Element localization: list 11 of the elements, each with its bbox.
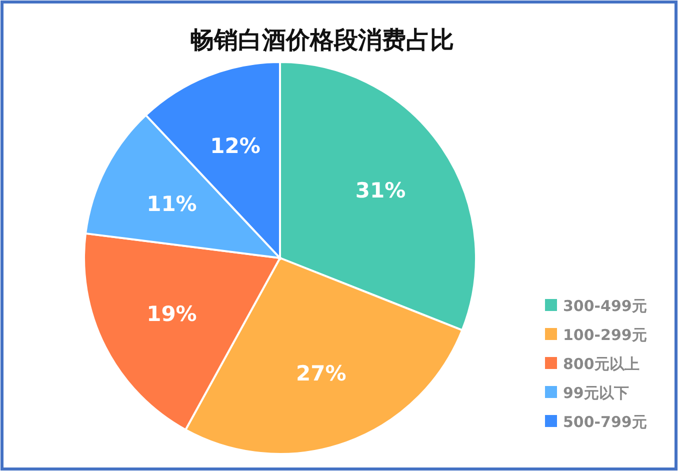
data-label: 11% [146,192,197,216]
data-label: 19% [146,302,197,326]
data-label: 31% [355,178,406,203]
data-label: 12% [210,134,260,158]
legend-label: 300-499元 [563,297,647,315]
chart-title: 畅销白酒价格段消费占比 [190,26,454,54]
legend-label: 99元以下 [563,384,629,402]
legend-label: 500-799元 [563,413,647,431]
data-label: 27% [296,361,346,386]
legend-label: 800元以上 [563,355,640,373]
legend-label: 100-299元 [563,326,647,344]
